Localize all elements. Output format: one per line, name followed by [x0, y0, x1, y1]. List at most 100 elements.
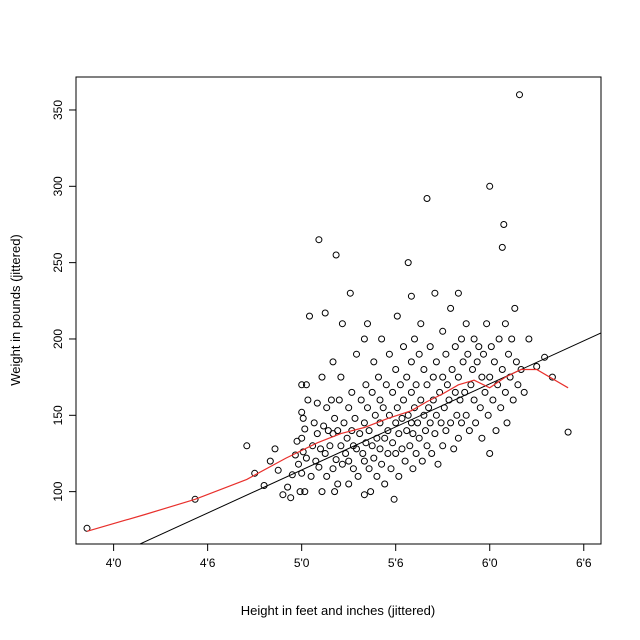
data-point — [415, 434, 423, 442]
data-point — [473, 358, 481, 366]
data-point — [458, 335, 465, 343]
data-point — [407, 358, 415, 366]
data-point — [486, 182, 494, 190]
data-point — [378, 335, 386, 343]
data-point — [420, 366, 428, 373]
data-point — [315, 236, 323, 244]
data-point — [481, 388, 489, 396]
data-point — [360, 335, 368, 343]
data-point — [345, 480, 353, 488]
data-point — [400, 343, 407, 351]
data-point — [495, 335, 503, 343]
y-tick-label: 300 — [51, 176, 65, 196]
data-point — [475, 343, 483, 351]
smooth-line — [86, 368, 569, 532]
data-point — [403, 373, 411, 381]
data-point — [351, 414, 359, 422]
data-point — [489, 396, 497, 404]
data-point — [514, 381, 522, 389]
data-point — [498, 243, 506, 251]
data-point — [364, 320, 371, 328]
data-point — [501, 320, 509, 328]
data-point — [326, 442, 334, 450]
data-point — [313, 430, 321, 438]
lines-layer — [86, 332, 601, 544]
data-point — [395, 472, 403, 480]
data-point — [362, 381, 370, 389]
data-point — [389, 439, 397, 447]
y-tick-label: 150 — [51, 405, 65, 425]
data-point — [349, 465, 357, 473]
data-point — [331, 488, 339, 496]
data-point — [318, 488, 326, 496]
data-point — [407, 292, 415, 300]
plot-frame — [75, 76, 602, 545]
data-point — [296, 488, 304, 496]
data-point — [422, 427, 429, 435]
data-point — [329, 465, 337, 473]
data-point — [520, 388, 528, 396]
data-point — [327, 396, 335, 404]
data-point — [447, 419, 455, 427]
y-tick-label: 100 — [51, 481, 65, 501]
y-axis: 100 150 200 250 300 350 — [51, 100, 76, 502]
data-point — [392, 450, 400, 457]
data-point — [320, 422, 328, 430]
data-point — [497, 404, 505, 412]
data-point — [448, 366, 456, 373]
data-point — [345, 457, 353, 465]
data-point — [403, 427, 411, 435]
data-point — [360, 419, 368, 427]
data-point — [337, 373, 345, 381]
data-point — [284, 483, 292, 491]
data-point — [313, 399, 321, 407]
data-point — [426, 343, 434, 351]
data-point — [516, 91, 523, 99]
data-point — [376, 445, 384, 453]
data-point — [335, 396, 343, 404]
data-point — [338, 460, 346, 468]
data-point — [426, 419, 434, 427]
data-point — [498, 366, 506, 373]
data-point — [400, 396, 407, 404]
data-point — [353, 350, 360, 358]
data-point — [509, 396, 517, 404]
data-point — [505, 350, 512, 358]
data-point — [395, 430, 403, 438]
data-point — [470, 335, 478, 343]
x-tick-label: 5'0 — [294, 556, 310, 570]
data-point — [467, 381, 475, 389]
data-point — [266, 457, 274, 465]
data-point — [411, 335, 418, 343]
data-point — [348, 388, 356, 396]
data-point — [442, 427, 450, 435]
data-point — [357, 396, 365, 404]
data-point — [279, 491, 287, 499]
data-point — [381, 434, 389, 442]
data-point — [503, 419, 511, 427]
data-point — [389, 388, 397, 396]
data-point — [298, 381, 306, 389]
data-point — [384, 450, 392, 457]
data-point — [295, 460, 302, 468]
data-point — [317, 445, 324, 453]
data-point — [406, 442, 414, 450]
x-tick-label: 5'6 — [388, 556, 404, 570]
x-tick-label: 4'6 — [200, 556, 216, 570]
data-point — [306, 312, 313, 320]
data-point — [299, 448, 307, 456]
data-point — [332, 251, 340, 259]
data-point — [476, 404, 484, 412]
data-point — [360, 457, 368, 465]
data-point — [434, 460, 442, 468]
data-point — [478, 373, 486, 381]
data-point — [464, 350, 472, 358]
data-point — [345, 404, 353, 412]
data-point — [293, 437, 301, 445]
data-point — [437, 419, 445, 427]
data-point — [271, 445, 279, 453]
data-point — [442, 350, 450, 358]
data-point — [342, 450, 350, 457]
data-point — [379, 404, 387, 412]
x-tick-label: 6'6 — [576, 556, 592, 570]
